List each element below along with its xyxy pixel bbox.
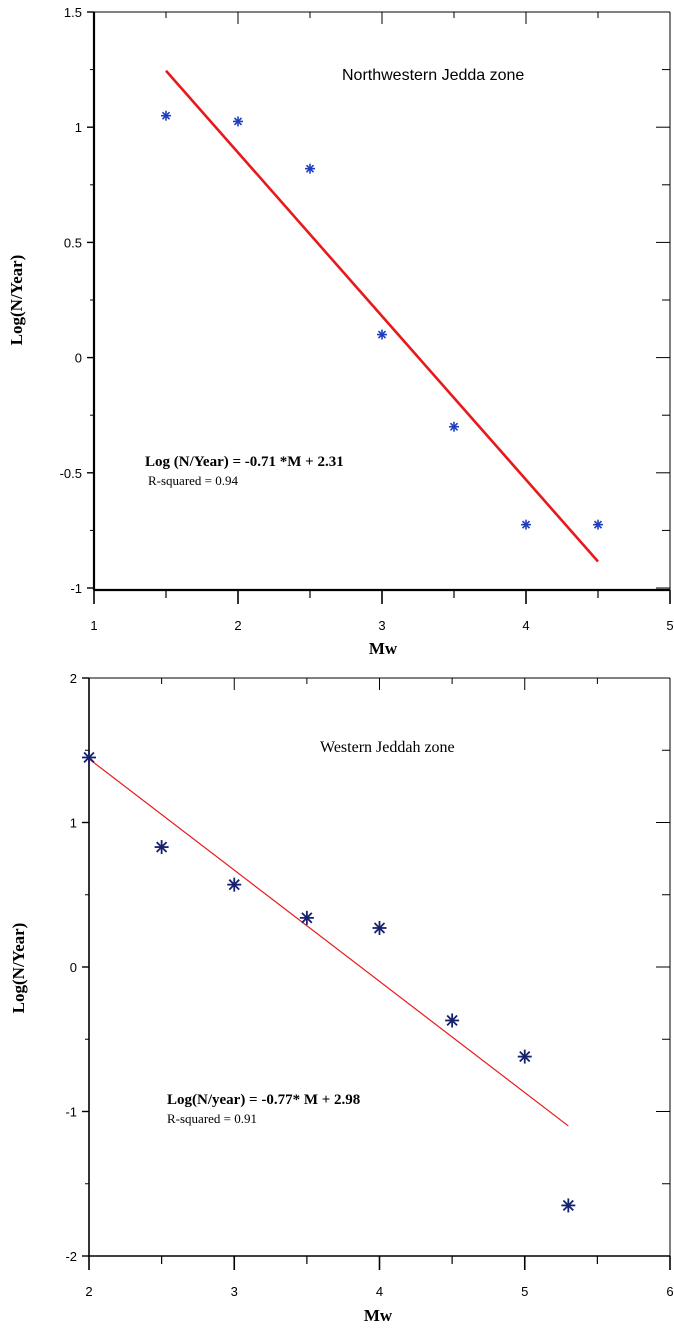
data-point xyxy=(449,421,459,432)
data-point xyxy=(445,1013,460,1028)
data-point xyxy=(299,910,314,925)
equation-label: Log (N/Year) = -0.71 *M + 2.31 xyxy=(145,454,344,470)
x-tick-label: 3 xyxy=(231,1284,238,1299)
data-point xyxy=(305,163,315,174)
x-tick-label: 2 xyxy=(85,1284,92,1299)
y-tick-label: 1 xyxy=(70,816,77,831)
x-axis-title: Mw xyxy=(364,1306,393,1325)
data-point xyxy=(561,1198,576,1213)
y-tick-label: -1 xyxy=(65,1105,77,1120)
x-axis-title: Mw xyxy=(369,639,398,658)
data-point xyxy=(227,877,242,892)
r-squared-label: R-squared = 0.91 xyxy=(167,1111,257,1126)
data-point xyxy=(593,519,603,530)
chart-northwestern-jedda: Northwestern Jedda zone Log (N/Year) = -… xyxy=(7,5,674,658)
chart-western-jeddah: Western Jeddah zone Log(N/year) = -0.77*… xyxy=(9,671,674,1325)
r-squared-label: R-squared = 0.94 xyxy=(148,473,239,488)
data-point xyxy=(154,840,169,855)
y-axis-title: Log(N/Year) xyxy=(9,923,28,1014)
y-tick-label: -2 xyxy=(65,1249,77,1264)
x-tick-label: 5 xyxy=(666,618,673,633)
y-tick-label: -0.5 xyxy=(60,466,82,481)
x-tick-label: 1 xyxy=(90,618,97,633)
y-tick-label: 0 xyxy=(75,351,82,366)
x-tick-label: 3 xyxy=(378,618,385,633)
data-point xyxy=(521,519,531,530)
data-point xyxy=(82,750,96,765)
regression-line xyxy=(165,69,599,563)
chart-title: Northwestern Jedda zone xyxy=(342,67,524,84)
data-point xyxy=(517,1049,532,1064)
regression-line xyxy=(88,758,569,1127)
equation-label: Log(N/year) = -0.77* M + 2.98 xyxy=(167,1092,360,1108)
y-tick-label: 0.5 xyxy=(64,235,82,250)
y-tick-label: 1.5 xyxy=(64,5,82,20)
data-point xyxy=(233,116,243,127)
chart-title: Western Jeddah zone xyxy=(320,739,455,756)
data-point xyxy=(161,110,171,121)
y-tick-label: 0 xyxy=(70,960,77,975)
y-tick-label: 2 xyxy=(70,671,77,686)
x-tick-label: 5 xyxy=(521,1284,528,1299)
x-tick-label: 6 xyxy=(666,1284,673,1299)
data-point xyxy=(372,920,387,935)
y-tick-label: 1 xyxy=(75,120,82,135)
y-tick-label: -1 xyxy=(70,581,82,596)
x-tick-label: 2 xyxy=(234,618,241,633)
x-tick-label: 4 xyxy=(376,1284,383,1299)
data-point xyxy=(377,329,387,340)
x-tick-label: 4 xyxy=(522,618,529,633)
y-axis-title: Log(N/Year) xyxy=(7,255,26,346)
